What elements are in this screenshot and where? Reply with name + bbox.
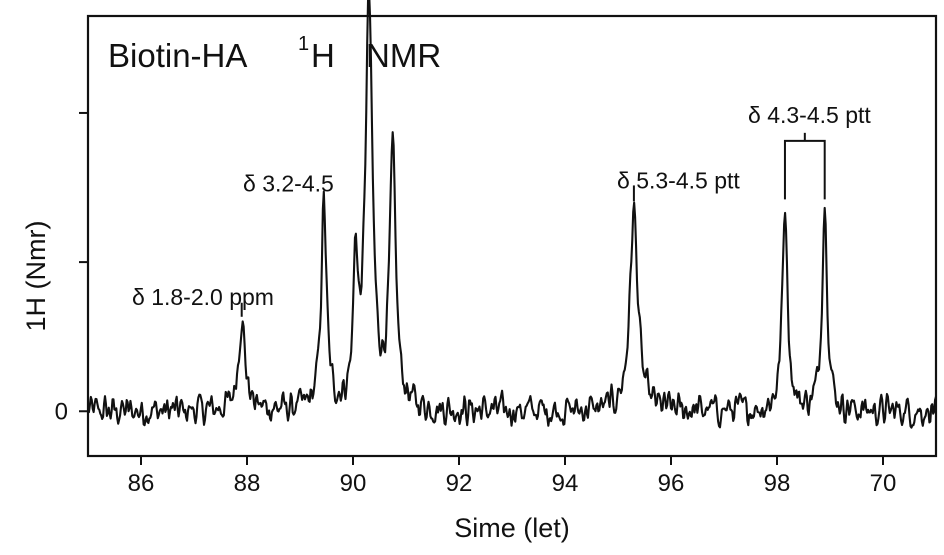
x-tick-label: 88 bbox=[234, 470, 261, 497]
x-tick-label: 98 bbox=[764, 470, 791, 497]
peak-annotations: δ 1.8-2.0 ppm δ 3.2-4.5 δ 5.3-4.5 ptt δ 4.3… bbox=[132, 102, 871, 317]
x-tick-label: 70 bbox=[870, 470, 897, 497]
plot-border bbox=[86, 14, 938, 458]
x-tick-label: 94 bbox=[552, 470, 579, 497]
spectrum-trace bbox=[86, 0, 938, 429]
plot-frame bbox=[86, 14, 938, 458]
x-tick-label: 86 bbox=[128, 470, 155, 497]
spectrum-line bbox=[86, 0, 938, 429]
annotation-bracket bbox=[783, 139, 826, 200]
x-tick-label: 96 bbox=[658, 470, 685, 497]
y-tick-label: 0 bbox=[55, 398, 68, 425]
x-tick-label: 90 bbox=[340, 470, 367, 497]
chart-title-tail: NMR bbox=[366, 37, 441, 74]
annotation-label: δ 4.3-4.5 ptt bbox=[748, 102, 871, 128]
chart-title-superscript: 1 bbox=[298, 33, 309, 55]
chart-title-main: Biotin-HA bbox=[108, 37, 247, 74]
x-axis-title: Sime (let) bbox=[454, 513, 570, 543]
y-axis-title: 1H (Nmr) bbox=[21, 221, 51, 332]
chart-title-nucleus: H bbox=[311, 37, 335, 74]
y-axis-ticks: 0 bbox=[55, 111, 88, 425]
x-tick-label: 92 bbox=[446, 470, 473, 497]
x-axis-ticks: 86 88 90 92 94 96 98 70 bbox=[128, 456, 897, 497]
annotation-label: δ 3.2-4.5 bbox=[243, 171, 334, 197]
annotation-label: δ 5.3-4.5 ptt bbox=[617, 168, 740, 194]
chart-title: Biotin-HA 1 H NMR bbox=[108, 33, 441, 74]
annotation-label: δ 1.8-2.0 ppm bbox=[132, 284, 274, 310]
